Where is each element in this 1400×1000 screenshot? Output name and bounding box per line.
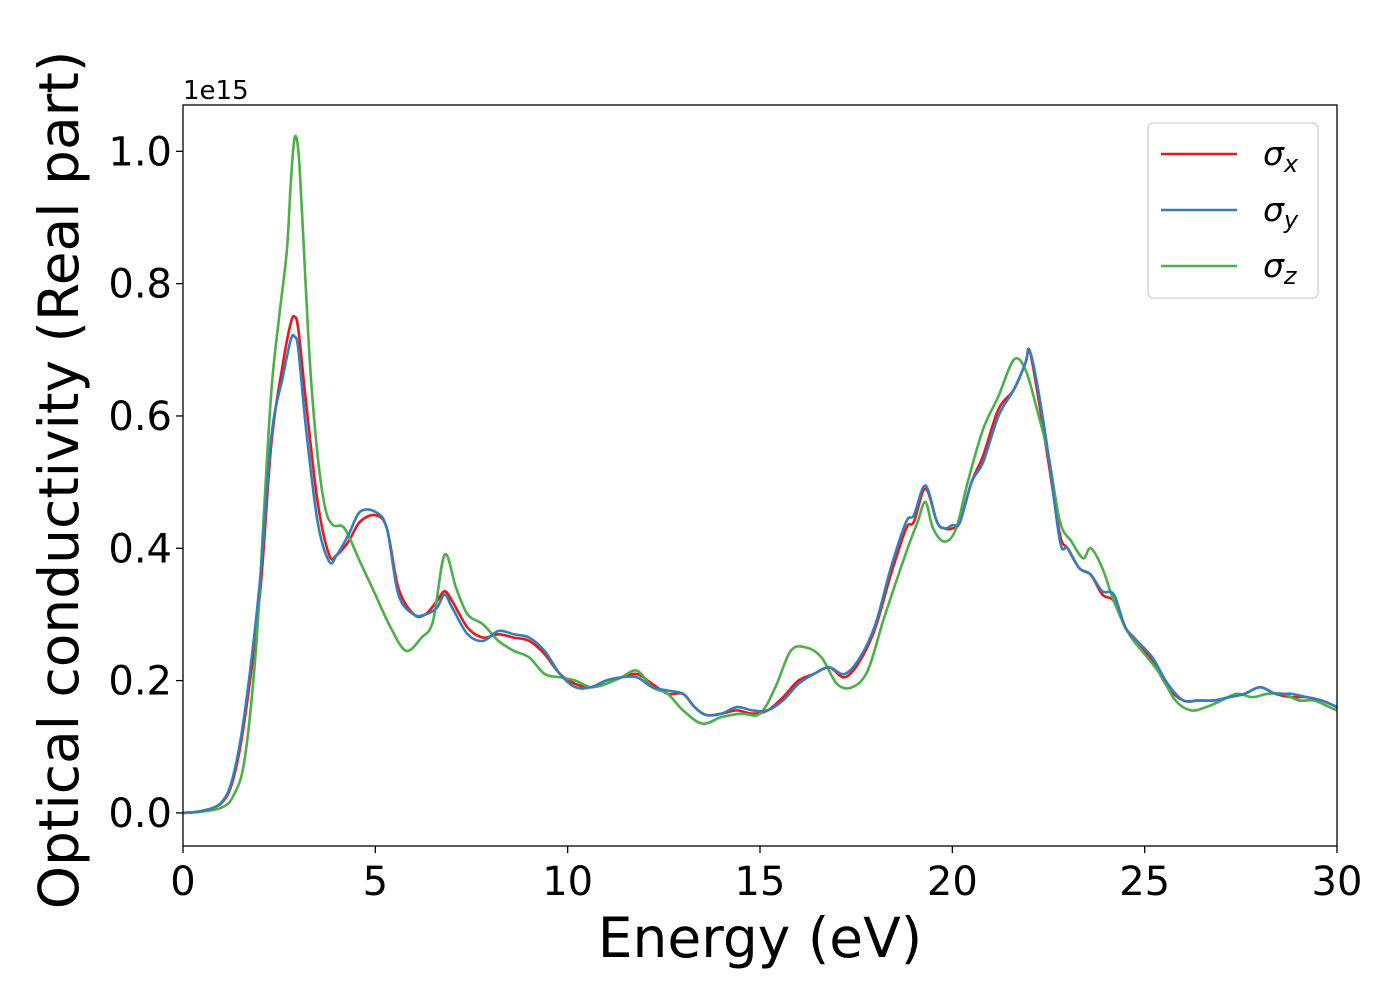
y-tick-label: 0.6 [108,394,172,440]
legend-subscript: x [1283,150,1299,178]
y-tick-label: 1.0 [108,129,172,175]
legend-subscript: y [1283,206,1299,234]
legend-label-z: σz [1263,246,1298,290]
legend-label-y: σy [1263,190,1299,234]
x-tick-label: 15 [735,859,786,905]
legend-symbol: σ [1263,246,1285,285]
x-tick-label: 20 [927,859,978,905]
x-tick-label: 10 [542,859,593,905]
y-offset-label: 1e15 [183,76,249,106]
legend-symbol: σ [1263,190,1285,229]
series-line-z [183,134,1337,815]
legend-symbol: σ [1263,134,1285,173]
legend-label-x: σx [1263,134,1299,178]
y-tick-label: 0.2 [108,659,172,705]
y-tick-label: 0.0 [108,791,172,837]
y-tick-label: 0.8 [108,262,172,308]
axis-ticks: 0 5 10 15 20 25 30 0.0 0.2 0.4 0.6 0.8 1.0 [108,129,1362,905]
y-axis-title: Optical conductivity (Real part) [27,51,91,910]
x-tick-label: 5 [363,859,388,905]
legend-subscript: z [1283,262,1298,290]
series-lines [183,134,1337,815]
x-tick-label: 25 [1119,859,1170,905]
series-line-y [183,333,1337,815]
x-tick-label: 30 [1312,859,1363,905]
x-tick-label: 0 [170,859,195,905]
y-tick-label: 0.4 [108,526,172,572]
x-axis-title: Energy (eV) [598,906,922,970]
